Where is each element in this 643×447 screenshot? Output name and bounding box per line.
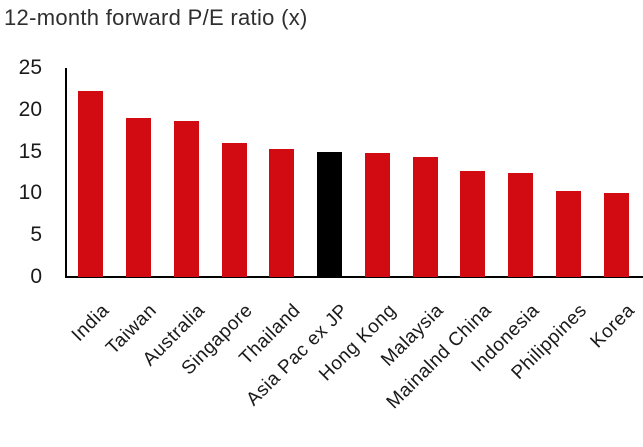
- bar-asia-pac-ex-jp: [317, 152, 343, 277]
- bar-singapore: [221, 143, 247, 277]
- x-tick-label-korea: Korea: [586, 300, 639, 353]
- bar-hong-kong: [364, 153, 390, 277]
- y-tick-label-15: 15: [18, 139, 42, 163]
- bar-thailand: [269, 149, 295, 277]
- y-tick-label-25: 25: [18, 56, 42, 79]
- bar-taiwan: [126, 118, 152, 277]
- y-tick-label-5: 5: [30, 223, 42, 247]
- bar-malaysia: [412, 156, 438, 277]
- bar-india: [78, 91, 104, 277]
- bar-mainalnd-china: [460, 170, 486, 277]
- y-axis-line: [65, 68, 67, 278]
- y-tick-label-20: 20: [18, 97, 42, 121]
- x-axis-line: [65, 276, 643, 278]
- bar-indonesia: [508, 173, 534, 277]
- bar-australia: [173, 120, 199, 277]
- chart-title: 12-month forward P/E ratio (x): [4, 5, 308, 30]
- y-tick-label-10: 10: [18, 181, 42, 205]
- bar-philippines: [555, 190, 581, 277]
- bar-korea: [603, 192, 629, 277]
- y-tick-label-0: 0: [30, 265, 42, 288]
